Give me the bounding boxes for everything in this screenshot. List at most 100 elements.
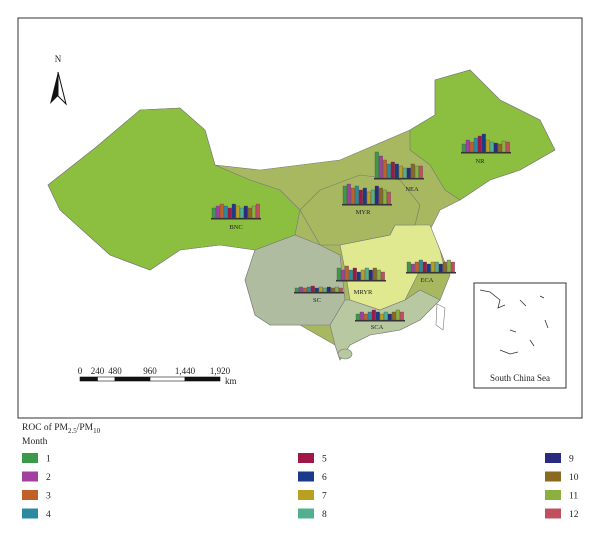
bar — [497, 143, 502, 153]
bar — [505, 141, 510, 153]
bar — [391, 311, 396, 321]
region-chart: NEA — [374, 151, 424, 193]
bar — [382, 159, 387, 179]
bar — [247, 207, 252, 219]
bar — [398, 165, 403, 179]
bar — [306, 286, 311, 293]
bar — [501, 140, 506, 153]
bar — [383, 311, 388, 321]
bar — [493, 142, 498, 153]
chart-base — [336, 280, 386, 282]
region-label: NEA — [405, 186, 419, 193]
bar — [426, 263, 431, 273]
legend-swatch — [545, 453, 561, 463]
legend-label: 1 — [46, 455, 51, 465]
inset-coast — [479, 289, 549, 355]
bar — [375, 311, 380, 321]
region-label: NR — [475, 158, 485, 165]
bar — [352, 267, 357, 281]
bar — [465, 139, 470, 153]
bar — [438, 263, 443, 273]
bar — [442, 261, 447, 273]
legend-label: 9 — [569, 455, 574, 465]
bar — [362, 187, 367, 205]
bar — [302, 287, 307, 293]
region-chart: SC — [294, 285, 344, 304]
legend-label: 10 — [569, 473, 579, 483]
region-chart: ECA — [406, 259, 456, 284]
legend-label: 8 — [322, 510, 327, 520]
bar — [360, 269, 365, 281]
bar — [322, 287, 327, 293]
north-arrow — [50, 71, 67, 106]
region-label: SCA — [371, 324, 384, 331]
region-chart: MRYR — [336, 265, 386, 296]
bar — [422, 261, 427, 273]
chart-base — [406, 272, 456, 274]
region-chart: SCA — [355, 309, 405, 331]
chart-base — [461, 152, 511, 154]
bar — [310, 285, 315, 293]
bar — [326, 286, 331, 293]
bar — [374, 151, 379, 179]
bar — [414, 165, 419, 179]
legend-label: 2 — [46, 473, 51, 483]
legend-swatch — [298, 490, 314, 500]
bar — [366, 191, 371, 205]
scale-label: 240 — [91, 366, 105, 376]
region-label: ECA — [421, 277, 434, 284]
bar — [406, 167, 411, 179]
legend-swatch — [545, 508, 561, 519]
legend-swatch — [298, 471, 314, 482]
bar — [318, 286, 323, 293]
north-label: N — [55, 54, 62, 64]
bar — [231, 203, 236, 219]
bar — [418, 165, 423, 179]
bar — [340, 269, 345, 281]
legend-swatch — [298, 508, 314, 519]
legend-label: 7 — [322, 492, 327, 502]
chart-base — [342, 204, 392, 206]
bar — [378, 187, 383, 205]
bar — [363, 313, 368, 321]
bar — [235, 205, 240, 219]
bar — [350, 187, 355, 205]
bar — [223, 205, 228, 219]
legend-title-part: 2.5 — [68, 427, 77, 435]
bar — [364, 267, 369, 281]
bar — [255, 203, 260, 219]
scale-label: 480 — [108, 366, 122, 376]
bar — [473, 137, 478, 153]
bar — [251, 205, 256, 219]
legend-swatch — [545, 490, 561, 500]
legend-label: 11 — [569, 492, 578, 502]
bar — [386, 163, 391, 179]
bar — [374, 185, 379, 205]
bar — [477, 135, 482, 153]
scale-segment — [79, 376, 98, 382]
bar — [336, 267, 341, 281]
region-chart: BNC — [211, 203, 261, 231]
legend-swatch — [22, 508, 38, 519]
chart-base — [374, 178, 424, 180]
bar — [469, 141, 474, 153]
bar — [211, 207, 216, 219]
region-label: BNC — [229, 224, 242, 231]
legend-swatch — [22, 471, 38, 482]
legend-title-part: 10 — [93, 427, 101, 435]
bar — [382, 189, 387, 205]
bar — [399, 311, 404, 321]
legend-label: 6 — [322, 473, 327, 483]
region-label: MYR — [356, 209, 371, 216]
bar — [378, 155, 383, 179]
bar — [395, 309, 400, 321]
bar — [485, 139, 490, 153]
legend-title-part: /PM — [77, 423, 94, 433]
bar — [243, 205, 248, 219]
legend-subtitle: Month — [22, 437, 48, 447]
bar — [298, 286, 303, 293]
bar — [380, 271, 385, 281]
bar — [372, 267, 377, 281]
bar — [394, 163, 399, 179]
